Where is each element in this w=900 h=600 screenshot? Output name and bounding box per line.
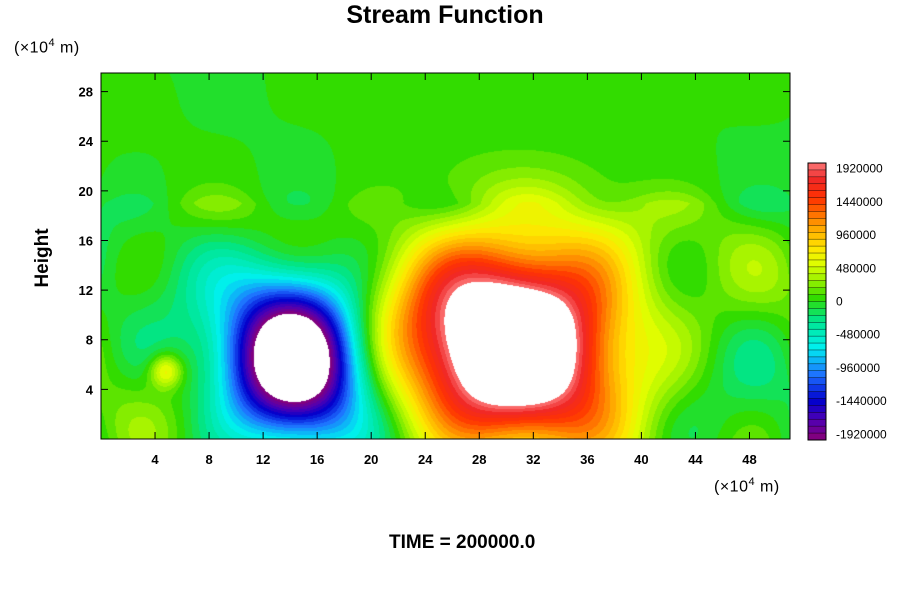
colorbar-label: 1440000	[836, 195, 883, 209]
x-unit-exponent: 4	[748, 476, 756, 488]
colorbar-swatch	[808, 308, 826, 316]
y-tick-label: 28	[79, 85, 93, 100]
x-tick-label: 24	[418, 452, 433, 467]
colorbar-swatch	[808, 232, 826, 240]
colorbar-swatch	[808, 280, 826, 289]
colorbar-label: -1920000	[836, 427, 887, 441]
colorbar-swatch	[808, 343, 826, 351]
colorbar-swatch	[808, 356, 826, 365]
y-tick-label: 8	[86, 333, 93, 348]
colorbar-swatch	[808, 370, 826, 379]
colorbar-swatch	[808, 246, 826, 254]
colorbar-label: 480000	[836, 261, 876, 275]
colorbar-label: 0	[836, 295, 843, 309]
y-tick-label: 16	[79, 233, 93, 248]
colorbar-swatch	[808, 377, 826, 386]
colorbar-swatch	[808, 322, 826, 330]
colorbar-swatch	[808, 211, 826, 219]
colorbar-swatch	[808, 225, 826, 233]
colorbar-swatch	[808, 273, 826, 282]
colorbar-swatch	[808, 190, 826, 199]
colorbar-swatch	[808, 169, 826, 178]
x-tick-label: 44	[688, 452, 703, 467]
colorbar-swatch	[808, 412, 826, 420]
colorbar-swatch	[808, 349, 826, 358]
x-tick-label: 20	[364, 452, 378, 467]
x-unit-prefix: (×10	[714, 478, 749, 496]
y-unit-exponent: 4	[48, 37, 56, 49]
y-tick-label: 20	[79, 184, 93, 199]
colorbar-label: -960000	[836, 361, 880, 375]
contour-field	[101, 73, 790, 439]
colorbar-label: 960000	[836, 228, 876, 242]
x-axis: 4 8 12 16 20 24 28 32 36 40 44 48	[151, 73, 757, 467]
y-unit-prefix: (×10	[14, 39, 49, 57]
colorbar-swatch	[808, 301, 826, 309]
colorbar-swatch	[808, 176, 826, 185]
colorbar-swatch	[808, 218, 826, 226]
colorbar-swatch	[808, 315, 826, 323]
colorbar-label: -480000	[836, 328, 880, 342]
y-unit-suffix: m)	[55, 39, 80, 57]
x-tick-label: 8	[205, 452, 212, 467]
colorbar-swatch	[808, 204, 826, 212]
colorbar-label: 1920000	[836, 162, 883, 176]
colorbar-swatch	[808, 239, 826, 247]
chart-title: Stream Function	[346, 1, 544, 29]
colorbar: 1920000 1440000 960000 480000 0 -480000 -96000…	[807, 162, 887, 441]
x-tick-label: 36	[580, 452, 594, 467]
plot-area	[100, 72, 791, 440]
time-annotation: TIME = 200000.0	[389, 532, 536, 553]
x-tick-label: 4	[151, 452, 159, 467]
colorbar-swatch	[808, 163, 826, 171]
x-unit-suffix: m)	[755, 478, 780, 496]
x-tick-label: 12	[256, 452, 270, 467]
colorbar-swatch	[808, 426, 826, 434]
colorbar-swatch	[808, 287, 826, 296]
colorbar-swatch	[808, 266, 826, 275]
x-tick-label: 28	[472, 452, 486, 467]
colorbar-swatch	[808, 391, 826, 399]
contour-field-holder	[101, 73, 790, 439]
x-tick-label: 48	[742, 452, 756, 467]
colorbar-swatch	[808, 384, 826, 393]
colorbar-swatch	[808, 259, 826, 268]
colorbar-frame	[807, 162, 827, 441]
colorbar-swatch	[808, 197, 826, 206]
colorbar-swatch	[808, 398, 826, 406]
colorbar-swatch	[808, 294, 826, 302]
colorbar-swatch	[808, 183, 826, 192]
colorbar-label: -1440000	[836, 394, 887, 408]
plot-frame	[100, 72, 791, 440]
x-tick-label: 40	[634, 452, 648, 467]
x-tick-label: 16	[310, 452, 324, 467]
x-unit-label: (×104 m)	[714, 472, 780, 497]
y-tick-label: 24	[79, 134, 94, 149]
y-unit-label: (×104 m)	[14, 33, 80, 58]
x-tick-label: 32	[526, 452, 540, 467]
colorbar-swatch	[808, 253, 826, 261]
colorbar-swatch	[808, 433, 826, 441]
colorbar-swatch	[808, 329, 826, 337]
colorbar-swatch	[808, 363, 826, 372]
y-tick-label: 12	[79, 283, 93, 298]
y-tick-label: 4	[86, 382, 94, 397]
colorbar-swatch	[808, 336, 826, 344]
y-axis: 4 8 12 16 20 24 28	[79, 85, 790, 397]
colorbar-swatch	[808, 419, 826, 427]
colorbar-swatch	[808, 405, 826, 413]
